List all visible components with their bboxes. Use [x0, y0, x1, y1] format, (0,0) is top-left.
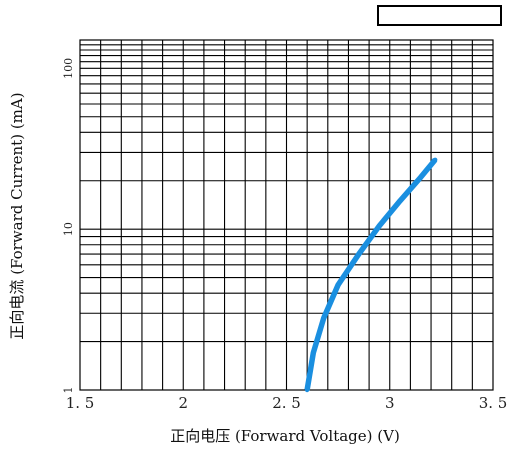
plot-frame: [79, 39, 494, 391]
data-point: [377, 223, 382, 228]
y-axis-title: 正向电流 (Forward Current) (mA): [8, 92, 26, 339]
vertical-gridlines: [100, 40, 473, 390]
x-axis-title: 正向电压 (Forward Voltage) (V): [170, 427, 400, 445]
data-point: [304, 387, 310, 393]
y-tick-label: 100: [62, 58, 75, 79]
data-point: [321, 315, 326, 321]
series-line: [304, 158, 438, 391]
data-point: [418, 175, 423, 180]
x-tick-label: 1. 5: [66, 394, 95, 412]
y-tick-labels: 1 10 100: [62, 58, 75, 394]
data-point: [397, 198, 403, 203]
y-tick-label: 10: [62, 222, 75, 236]
x-tick-label: 2: [178, 394, 188, 412]
data-point: [311, 350, 316, 356]
x-tick-label: 3. 5: [479, 394, 508, 412]
data-point: [433, 157, 438, 162]
data-point: [335, 282, 341, 288]
x-tick-labels: 1. 5 2 2. 5 3 3. 5: [66, 394, 508, 412]
y-tick-label: 1: [62, 387, 75, 394]
x-tick-label: 3: [385, 394, 395, 412]
data-point: [356, 251, 361, 257]
x-tick-label: 2. 5: [272, 394, 301, 412]
series-layer: [304, 157, 438, 393]
legend-box: [377, 5, 502, 26]
horizontal-gridlines: [80, 44, 493, 343]
